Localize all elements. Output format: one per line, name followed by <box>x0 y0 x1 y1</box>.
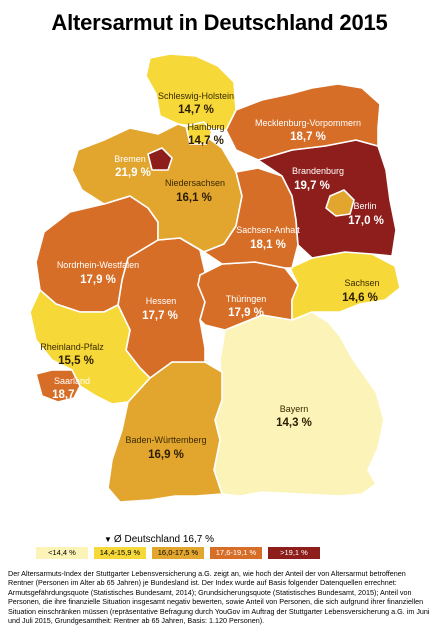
label-value-thueringen: 17,9 % <box>228 307 264 319</box>
legend-item: 14,4-15,9 % <box>94 547 146 559</box>
label-name-hessen: Hessen <box>146 296 177 306</box>
label-value-brandenburg: 19,7 % <box>294 180 330 192</box>
label-value-berlin: 17,0 % <box>348 215 384 227</box>
label-name-saarland: Saarland <box>54 376 90 386</box>
label-name-rheinland-pfalz: Rheinland-Pfalz <box>40 342 104 352</box>
label-value-saarland: 18,7 % <box>52 389 88 401</box>
footnote: Der Altersarmuts-Index der Stuttgarter L… <box>8 569 430 626</box>
label-name-hamburg: Hamburg <box>187 122 224 132</box>
label-name-sachsen-anhalt: Sachsen-Anhalt <box>236 225 300 235</box>
label-name-mecklenburg-vorpommern: Mecklenburg-Vorpommern <box>255 118 361 128</box>
label-value-schleswig-holstein: 14,7 % <box>178 104 214 116</box>
region-rheinland-pfalz[interactable] <box>29 289 151 405</box>
label-name-bremen: Bremen <box>114 154 146 164</box>
germany-map: Schleswig-Holstein 14,7 % Hamburg 14,7 %… <box>29 53 401 503</box>
label-name-sachsen: Sachsen <box>344 278 379 288</box>
legend-item: 16,0-17,5 % <box>152 547 204 559</box>
legend: <14,4 % 14,4-15,9 % 16,0-17,5 % 17,6-19,… <box>36 547 320 559</box>
label-value-hessen: 17,7 % <box>142 310 178 322</box>
label-name-berlin: Berlin <box>353 201 376 211</box>
label-name-nordrhein-westfalen: Nordrhein-Westfalen <box>57 260 139 270</box>
label-value-rheinland-pfalz: 15,5 % <box>58 355 94 367</box>
average-indicator: ▼ Ø Deutschland 16,7 % <box>104 534 214 545</box>
average-label: Ø Deutschland 16,7 % <box>113 534 214 545</box>
label-value-nordrhein-westfalen: 17,9 % <box>80 274 116 286</box>
label-name-schleswig-holstein: Schleswig-Holstein <box>158 91 234 101</box>
caret-down-icon: ▼ <box>104 535 112 544</box>
label-value-hamburg: 14,7 % <box>188 135 224 147</box>
region-hamburg[interactable] <box>185 121 213 145</box>
region-mecklenburg-vorpommern[interactable] <box>225 83 381 161</box>
label-value-bremen: 21,9 % <box>115 167 151 179</box>
label-value-mecklenburg-vorpommern: 18,7 % <box>290 131 326 143</box>
legend-item: 17,6-19,1 % <box>210 547 262 559</box>
legend-item: <14,4 % <box>36 547 88 559</box>
region-saarland[interactable] <box>35 369 81 403</box>
label-name-baden-wuerttemberg: Baden-Württemberg <box>125 435 206 445</box>
label-name-bayern: Bayern <box>280 404 309 414</box>
legend-item: >19,1 % <box>268 547 320 559</box>
label-value-bayern: 14,3 % <box>276 417 312 429</box>
label-name-niedersachsen: Niedersachsen <box>165 178 225 188</box>
label-value-niedersachsen: 16,1 % <box>176 192 212 204</box>
map-title: Altersarmut in Deutschland 2015 <box>51 10 388 35</box>
region-schleswig-holstein[interactable] <box>145 53 237 131</box>
label-name-brandenburg: Brandenburg <box>292 166 344 176</box>
label-value-baden-wuerttemberg: 16,9 % <box>148 449 184 461</box>
label-value-sachsen-anhalt: 18,1 % <box>250 239 286 251</box>
label-value-sachsen: 14,6 % <box>342 292 378 304</box>
region-berlin[interactable] <box>325 189 355 217</box>
region-bremen[interactable] <box>147 147 173 171</box>
label-name-thueringen: Thüringen <box>226 294 267 304</box>
